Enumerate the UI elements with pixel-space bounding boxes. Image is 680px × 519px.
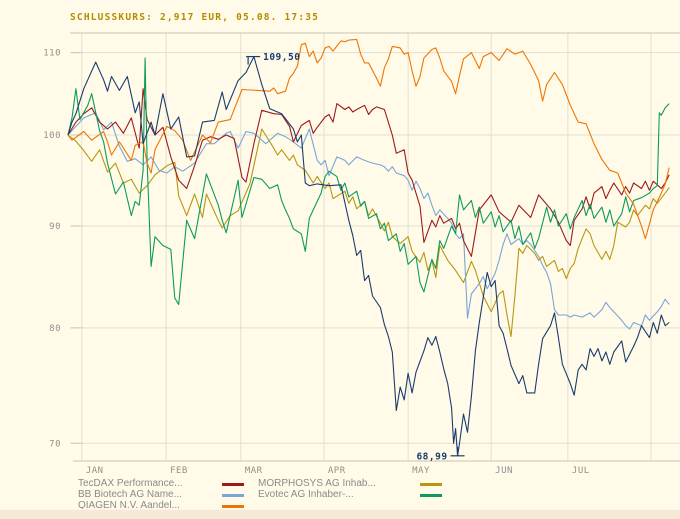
- month-label: APR: [328, 466, 346, 476]
- annotation-label: 68,99: [416, 451, 447, 462]
- chart-title: SCHLUSSKURS: 2,917 EUR, 05.08. 17:35: [70, 12, 320, 23]
- month-label: FEB: [170, 466, 188, 476]
- legend-item-bbbiotech: BB Biotech AG Name...: [78, 489, 182, 500]
- legend-swatch-qiagen: [222, 505, 244, 508]
- annotation-label: 109,50: [263, 52, 300, 63]
- plot-frame: [70, 32, 680, 462]
- chart-legend: TecDAX Performance... BB Biotech AG Name…: [0, 477, 680, 511]
- legend-item-morphosys: MORPHOSYS AG Inhab...: [258, 478, 376, 489]
- legend-swatch-bbbiotech: [222, 494, 244, 497]
- annotation-low: 68,99: [416, 446, 465, 462]
- y-axis-label: 100: [43, 131, 61, 141]
- legend-item-evotec: Evotec AG Inhaber-...: [258, 489, 354, 500]
- series-BB Biotech AG Name...[interactable]: [67, 112, 670, 330]
- month-label: MAR: [245, 466, 263, 476]
- y-gridlines: 110 100 90 80 70: [43, 49, 680, 449]
- bottom-strip: [0, 509, 680, 519]
- legend-swatch-tecdax: [222, 483, 244, 486]
- month-label: JUL: [572, 466, 590, 476]
- series-main-instrument[interactable]: [67, 56, 670, 457]
- x-gridlines: JAN FEB MAR APR MAY JUN JUL: [81, 33, 652, 476]
- series-lines: [67, 38, 670, 457]
- legend-item-qiagen: QIAGEN N.V. Aandel...: [78, 500, 180, 511]
- legend-swatch-morphosys: [420, 483, 442, 486]
- y-axis-label: 70: [49, 439, 61, 449]
- y-axis-label: 80: [49, 324, 61, 334]
- series-MORPHOSYS AG Inhab...[interactable]: [67, 128, 670, 338]
- y-axis-label: 90: [49, 222, 61, 232]
- series-Evotec AG Inhaber-...[interactable]: [67, 57, 670, 305]
- legend-swatch-evotec: [420, 494, 442, 497]
- y-axis-label: 110: [43, 49, 61, 59]
- legend-item-tecdax: TecDAX Performance...: [78, 478, 183, 489]
- annotation-high: 109,50: [246, 52, 300, 65]
- month-label: JUN: [495, 466, 513, 476]
- series-QIAGEN N.V. Aandel...[interactable]: [67, 38, 670, 240]
- month-label: MAY: [412, 466, 430, 476]
- month-label: JAN: [86, 466, 104, 476]
